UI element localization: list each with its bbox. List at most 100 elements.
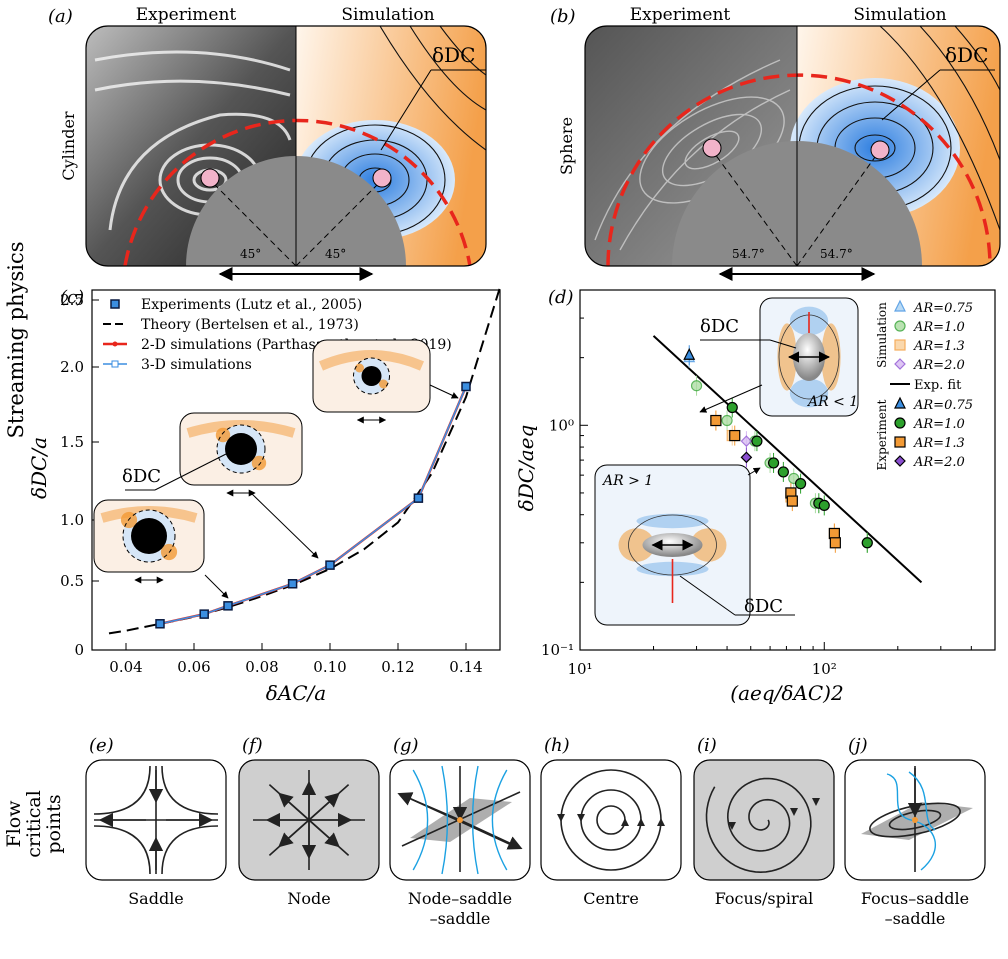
section-label-streaming: Streaming physics	[4, 242, 28, 439]
panel-a-label: (a)	[48, 6, 73, 27]
critical-point-g: (g) Node–saddle–saddle	[389, 735, 531, 928]
chart-d-legend-marker	[894, 320, 906, 332]
chart-c-frame	[91, 289, 501, 651]
chart-c: (c) 0.04 0.06 0.08 0.10 0.12 0.14 0 0.5 1.0 1.5 2.…	[27, 287, 501, 705]
chart-d-point-exp	[777, 466, 789, 478]
critical-point-i: (i) Focus/spiral	[693, 735, 835, 908]
chart-d-point-exp	[740, 451, 753, 464]
chart-c-point-experiment	[155, 619, 165, 629]
chart-d-frame	[579, 289, 996, 651]
chart-d-legend-label: AR=1.0	[913, 417, 965, 432]
chart-c-point-experiment	[325, 560, 335, 570]
chart-c-ytick-label: 2.0	[60, 358, 84, 376]
chart-d-legend-label: AR=0.75	[913, 398, 973, 413]
critical-point-label: Saddle	[128, 889, 184, 908]
chart-c-point-experiment	[461, 381, 471, 392]
chart-c-point-experiment	[223, 601, 233, 611]
chart-c-legend-sq-3d	[111, 360, 119, 368]
panel-b-side-label: Sphere	[557, 117, 576, 175]
chart-c-xtick-label: 0.12	[381, 658, 414, 676]
chart-c-point-experiment	[199, 609, 209, 619]
chart-d-legend-marker	[894, 358, 906, 370]
chart-d-delta-leader-bottom	[679, 575, 736, 616]
chart-d-point-exp	[710, 414, 722, 427]
chart-d-legend-marker	[894, 436, 906, 448]
chart-d-legend-group-exp: Experiment	[875, 399, 889, 470]
chart-c-point-experiment	[287, 579, 298, 589]
panel-b-angle-right: 54.7°	[820, 247, 853, 261]
chart-d-point-exp	[767, 457, 780, 469]
panel-b-delta-label: δDC	[945, 43, 988, 67]
chart-c-pointer-2	[249, 491, 319, 559]
chart-d-legend-label: AR=1.3	[913, 339, 965, 354]
critical-point-label: Focus–saddle	[861, 889, 969, 908]
chart-d-point-exp	[794, 478, 807, 490]
panel-a-angle-left: 45°	[240, 247, 261, 261]
panel-a-delta-label: δDC	[432, 43, 475, 67]
chart-d-delta-label-top: δDC	[700, 316, 739, 337]
chart-d-point-sim	[740, 435, 753, 447]
chart-c-xtick-label: 0.06	[177, 658, 210, 676]
critical-point-label-2: –saddle	[430, 909, 491, 928]
chart-d-legend-fit-label: Exp. fit	[914, 378, 962, 393]
critical-point-frame	[693, 759, 835, 881]
critical-point-panel-label: (e)	[89, 735, 114, 756]
chart-d-fit-line	[652, 335, 923, 584]
critical-point-panel-label: (i)	[697, 735, 717, 756]
chart-d-point-sim	[721, 414, 733, 427]
section-label-flow-1: Flow	[3, 800, 25, 848]
critical-point-h: (h) Centre	[540, 735, 682, 908]
chart-d-delta-label-bottom: δDC	[744, 596, 783, 617]
chart-c-delta-leader	[154, 451, 231, 491]
chart-c-legend-dot-2d	[112, 341, 118, 347]
chart-c-ytick-label: 0.5	[60, 572, 84, 590]
chart-d-legend-label: AR=1.3	[913, 436, 965, 451]
chart-d-point-exp	[861, 537, 873, 549]
critical-point-label: Node–saddle	[408, 889, 512, 908]
chart-c-xtick-label: 0.08	[245, 658, 278, 676]
panel-b: (b) Experiment Simulation Sphere	[550, 5, 1001, 281]
chart-d-legend-marker	[894, 417, 906, 429]
chart-d-xtick-label: 10²	[812, 660, 837, 678]
chart-d-point-exp	[683, 347, 696, 360]
chart-d-legend-marker	[894, 339, 906, 351]
chart-d-point-exp	[828, 527, 840, 540]
chart-c-xtick-label: 0.10	[313, 658, 346, 676]
panel-d-label: (d)	[548, 287, 574, 308]
critical-point-label: Node	[287, 889, 330, 908]
chart-c-ytick-label: 1.0	[60, 511, 84, 529]
critical-point-e: (e) Saddle	[85, 735, 227, 908]
chart-d-point-exp	[726, 401, 738, 414]
chart-d-point-exp	[786, 495, 798, 507]
chart-c-legend-label: Experiments (Lutz et al., 2005)	[141, 297, 362, 313]
chart-c-xlabel: δAC/a	[266, 681, 326, 705]
chart-d-legend-marker	[894, 299, 906, 312]
chart-c-legend-label: 3-D simulations	[141, 357, 252, 373]
chart-c-ytick-label: 2.5	[60, 291, 84, 309]
chart-d-legend-label: AR=1.0	[913, 320, 965, 335]
chart-d-legend-marker	[894, 455, 906, 467]
chart-c-point-experiment	[413, 493, 424, 503]
chart-c-ylabel: δDC/a	[27, 437, 51, 499]
chart-d-point-sim	[690, 380, 703, 392]
critical-point-panel-label: (f)	[242, 735, 263, 756]
chart-d-point-exp	[729, 429, 741, 442]
chart-c-delta-label: δDC	[122, 466, 161, 487]
section-label-flow-2: critical	[23, 790, 45, 858]
chart-d-legend-label: AR=0.75	[913, 301, 973, 316]
chart-c-ytick-label: 1.5	[60, 433, 84, 451]
chart-d-point-exp	[829, 537, 841, 549]
chart-d-inset-ar-gt-label: AR > 1	[601, 473, 653, 489]
chart-d-inset-ar-lt-label: AR < 1	[806, 394, 858, 410]
chart-d-legend-label: AR=2.0	[913, 455, 965, 470]
critical-point-panel-label: (h)	[544, 735, 570, 756]
critical-point-label: Centre	[583, 889, 639, 908]
chart-d-legend-group-sim: Simulation	[875, 302, 889, 368]
chart-d-delta-leader-top	[769, 339, 797, 349]
panel-a-right-title: Simulation	[341, 5, 434, 25]
chart-c-inset-large	[312, 339, 431, 424]
section-label-flow-3: points	[43, 794, 65, 853]
chart-c-inset-small	[93, 499, 205, 584]
chart-c-pointer-3	[429, 384, 459, 399]
